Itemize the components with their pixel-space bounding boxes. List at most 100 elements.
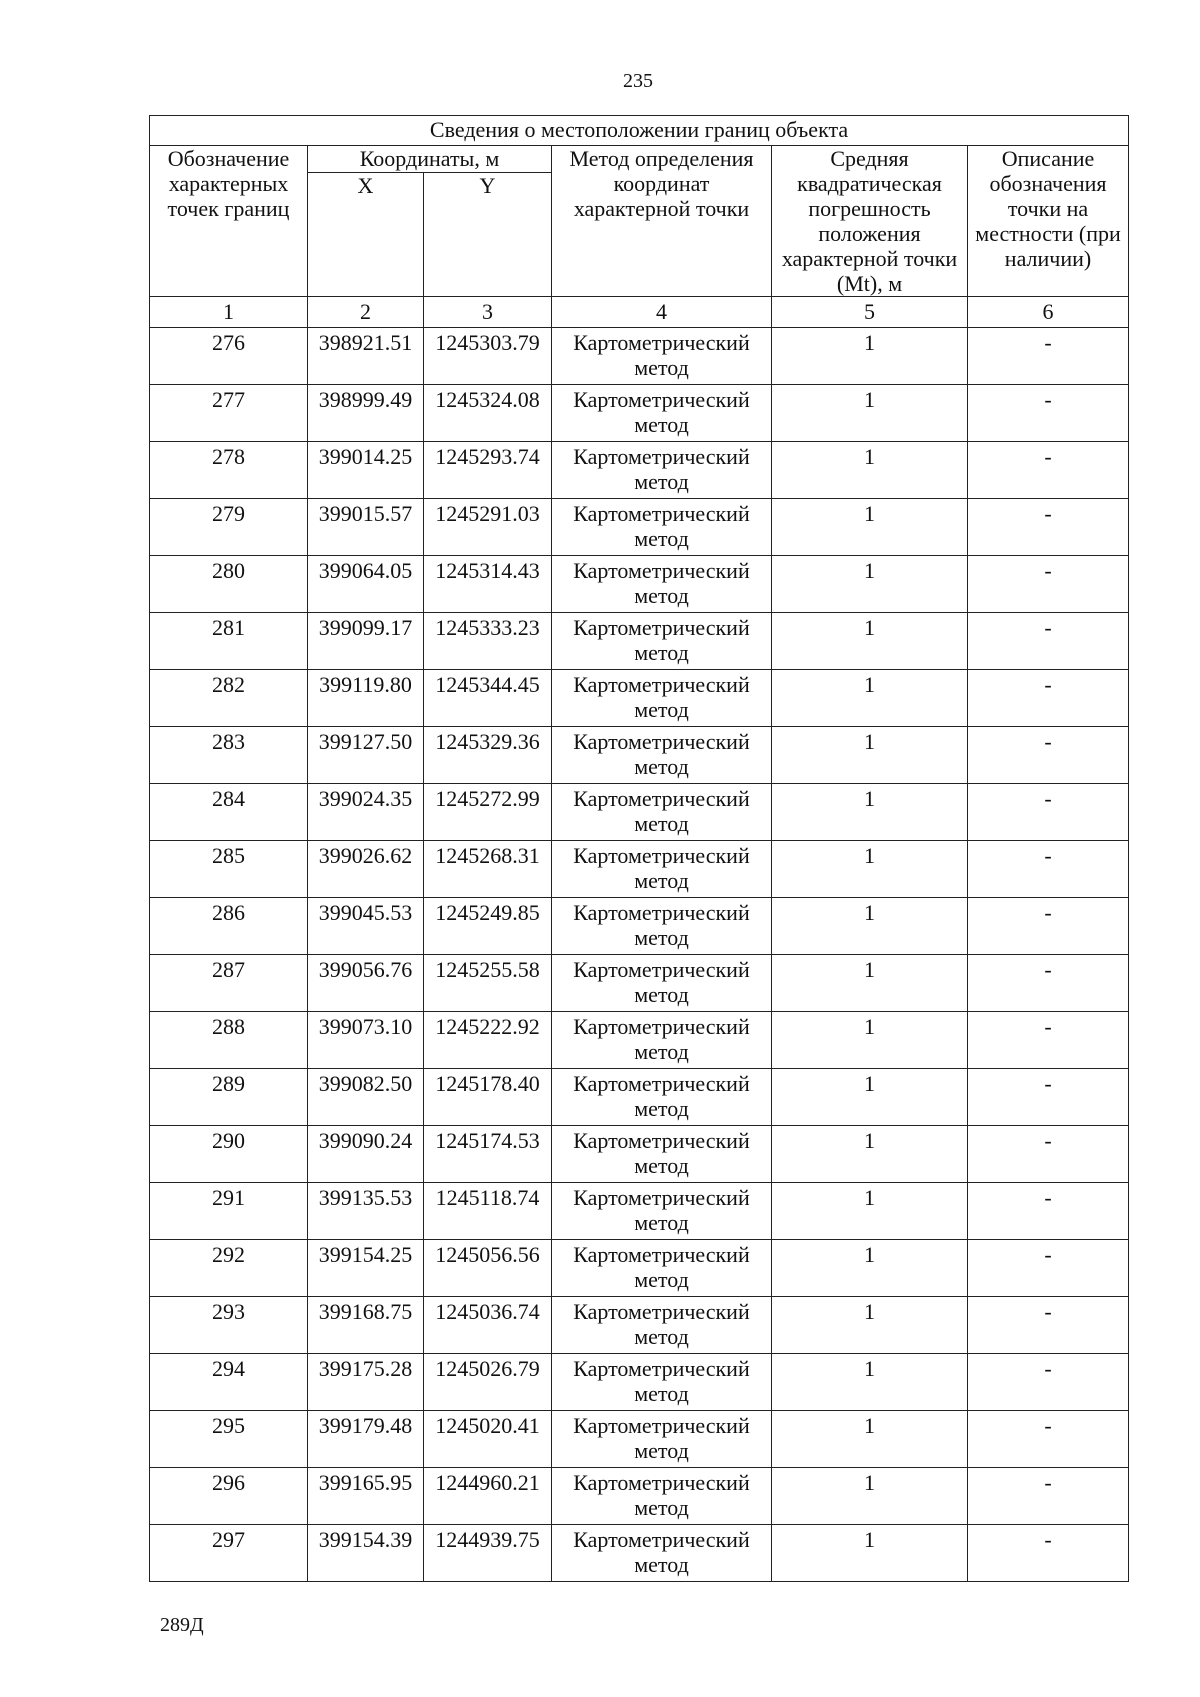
cell-y: 1245291.03 [423, 498, 552, 556]
cell-x: 399154.39 [307, 1524, 424, 1582]
cell-description: - [966, 669, 1130, 727]
header-y: Y [423, 172, 552, 297]
table-row: 278 399014.25 1245293.74 Картометрический м… [149, 441, 1130, 499]
cell-x: 399073.10 [307, 1011, 424, 1069]
cell-description: - [966, 1410, 1130, 1468]
cell-y: 1245255.58 [423, 954, 552, 1012]
table-row: 297 399154.39 1244939.75 Картометрический м… [149, 1524, 1130, 1582]
table-row: 287 399056.76 1245255.58 Картометрический м… [149, 954, 1130, 1012]
cell-point: 281 [149, 612, 308, 670]
cell-point: 297 [149, 1524, 308, 1582]
header-error: Средняя квадратическая погрешность полож… [771, 145, 968, 297]
table-row: 286 399045.53 1245249.85 Картометрический м… [149, 897, 1130, 955]
cell-y: 1245293.74 [423, 441, 552, 499]
cell-point: 294 [149, 1353, 308, 1411]
table-row: 289 399082.50 1245178.40 Картометрический м… [149, 1068, 1130, 1126]
cell-y: 1244939.75 [423, 1524, 552, 1582]
cell-x: 399175.28 [307, 1353, 424, 1411]
cell-error: 1 [771, 1467, 968, 1525]
cell-description: - [966, 612, 1130, 670]
cell-description: - [966, 726, 1130, 784]
cell-method: Картометрический метод [551, 840, 772, 898]
table-row: 294 399175.28 1245026.79 Картометрический м… [149, 1353, 1130, 1411]
cell-method: Картометрический метод [551, 1353, 772, 1411]
table-row: 295 399179.48 1245020.41 Картометрический м… [149, 1410, 1130, 1468]
cell-description: - [966, 840, 1130, 898]
cell-error: 1 [771, 384, 968, 442]
cell-y: 1245249.85 [423, 897, 552, 955]
cell-description: - [966, 498, 1130, 556]
cell-x: 399090.24 [307, 1125, 424, 1183]
cell-point: 291 [149, 1182, 308, 1240]
cell-y: 1245026.79 [423, 1353, 552, 1411]
table-row: 288 399073.10 1245222.92 Картометрический м… [149, 1011, 1130, 1069]
table-title: Сведения о местоположении границ объекта [148, 115, 1130, 146]
cell-y: 1245344.45 [423, 669, 552, 727]
column-number: 5 [771, 296, 968, 328]
table-row: 279 399015.57 1245291.03 Картометрический м… [149, 498, 1130, 556]
cell-point: 278 [149, 441, 308, 499]
table-row: 291 399135.53 1245118.74 Картометрический м… [149, 1182, 1130, 1240]
cell-x: 399168.75 [307, 1296, 424, 1354]
header-method: Метод определения координат характерной … [551, 145, 772, 297]
cell-x: 399014.25 [307, 441, 424, 499]
cell-error: 1 [771, 1410, 968, 1468]
cell-error: 1 [771, 612, 968, 670]
cell-description: - [966, 441, 1130, 499]
cell-point: 292 [149, 1239, 308, 1297]
cell-method: Картометрический метод [551, 1125, 772, 1183]
cell-description: - [966, 1467, 1130, 1525]
cell-method: Картометрический метод [551, 897, 772, 955]
cell-method: Картометрический метод [551, 783, 772, 841]
cell-y: 1245303.79 [423, 327, 552, 385]
cell-point: 293 [149, 1296, 308, 1354]
column-number: 6 [966, 296, 1130, 328]
cell-description: - [966, 1353, 1130, 1411]
page-number: 235 [623, 70, 653, 92]
table-row: 285 399026.62 1245268.31 Картометрический м… [149, 840, 1130, 898]
cell-error: 1 [771, 441, 968, 499]
cell-x: 399064.05 [307, 555, 424, 613]
cell-point: 277 [149, 384, 308, 442]
cell-method: Картометрический метод [551, 1410, 772, 1468]
cell-error: 1 [771, 1296, 968, 1354]
cell-x: 399099.17 [307, 612, 424, 670]
cell-y: 1245056.56 [423, 1239, 552, 1297]
cell-y: 1245036.74 [423, 1296, 552, 1354]
cell-method: Картометрический метод [551, 1068, 772, 1126]
cell-y: 1244960.21 [423, 1467, 552, 1525]
table-row: 276 398921.51 1245303.79 Картометрический м… [149, 327, 1130, 385]
cell-point: 283 [149, 726, 308, 784]
cell-description: - [966, 1524, 1130, 1582]
cell-point: 276 [149, 327, 308, 385]
cell-method: Картометрический метод [551, 726, 772, 784]
cell-point: 287 [149, 954, 308, 1012]
cell-description: - [966, 783, 1130, 841]
cell-method: Картометрический метод [551, 1239, 772, 1297]
cell-point: 284 [149, 783, 308, 841]
cell-method: Картометрический метод [551, 384, 772, 442]
cell-y: 1245314.43 [423, 555, 552, 613]
cell-x: 399154.25 [307, 1239, 424, 1297]
cell-x: 399015.57 [307, 498, 424, 556]
table-row: 283 399127.50 1245329.36 Картометрический м… [149, 726, 1130, 784]
cell-description: - [966, 1125, 1130, 1183]
cell-point: 288 [149, 1011, 308, 1069]
table-row: 282 399119.80 1245344.45 Картометрический м… [149, 669, 1130, 727]
cell-method: Картометрический метод [551, 1182, 772, 1240]
cell-description: - [966, 954, 1130, 1012]
cell-x: 399179.48 [307, 1410, 424, 1468]
cell-y: 1245118.74 [423, 1182, 552, 1240]
cell-point: 296 [149, 1467, 308, 1525]
cell-x: 399045.53 [307, 897, 424, 955]
table-row: 281 399099.17 1245333.23 Картометрический м… [149, 612, 1130, 670]
cell-error: 1 [771, 783, 968, 841]
header-coordinates: Координаты, м [307, 145, 552, 173]
column-number: 3 [423, 296, 552, 328]
cell-method: Картометрический метод [551, 1296, 772, 1354]
header-x: X [307, 172, 424, 297]
cell-error: 1 [771, 1011, 968, 1069]
footer-code: 289Д [160, 1614, 204, 1636]
cell-description: - [966, 1068, 1130, 1126]
header-description: Описание обозначения точки на местности … [966, 145, 1130, 297]
